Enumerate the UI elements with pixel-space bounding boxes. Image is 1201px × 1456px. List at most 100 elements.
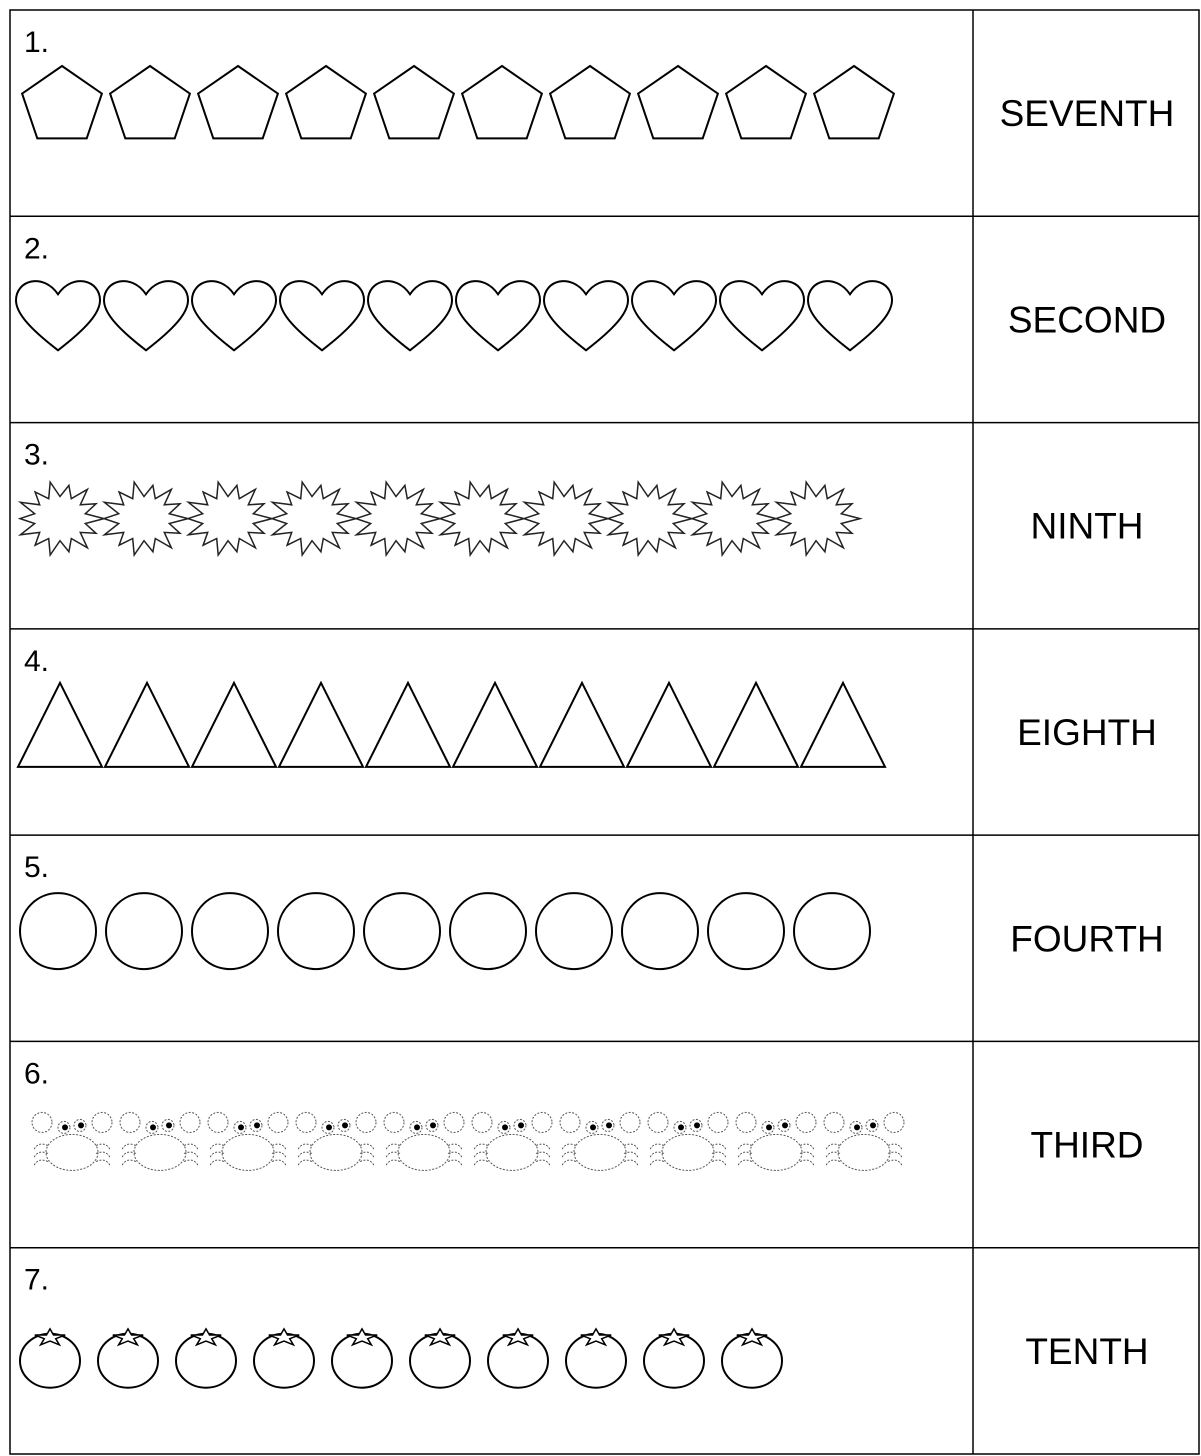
crab-leg: [561, 1151, 577, 1158]
crab-pupil: [166, 1122, 172, 1129]
crab-leg: [271, 1143, 287, 1150]
crab-pupil: [590, 1124, 596, 1131]
crab-claw: [795, 1111, 817, 1133]
crab-body: [397, 1133, 451, 1171]
crab-leg: [561, 1143, 577, 1150]
crab-leg: [297, 1151, 313, 1158]
leaf: [101, 479, 191, 558]
crab-leg: [121, 1143, 137, 1150]
crab-claw: [119, 1111, 141, 1133]
ordinal-word: TENTH: [1025, 1331, 1148, 1372]
leaf: [689, 479, 779, 558]
tomato-leaves: [268, 1327, 300, 1347]
crab-leg: [271, 1159, 287, 1166]
ordinal-word: EIGHTH: [1017, 712, 1157, 753]
crab-leg: [825, 1159, 841, 1166]
crab-eye: [233, 1120, 247, 1134]
circle: [363, 892, 441, 971]
crab-claw: [179, 1111, 201, 1133]
crab-leg: [799, 1159, 815, 1166]
crab-leg: [121, 1159, 137, 1166]
crab-leg: [385, 1151, 401, 1158]
crab-leg: [183, 1143, 199, 1150]
crab-leg: [121, 1151, 137, 1158]
ordinal-word: SEVENTH: [1000, 93, 1175, 134]
heart: [806, 280, 894, 352]
leaf: [185, 479, 275, 558]
crab-pupil: [342, 1122, 348, 1129]
crab-body: [221, 1133, 275, 1171]
crab-body: [45, 1133, 99, 1171]
crab-claw: [471, 1111, 493, 1133]
crab-eye: [425, 1118, 439, 1132]
circle: [621, 892, 699, 971]
table-border: [9, 9, 1200, 1455]
crab-leg: [33, 1159, 49, 1166]
triangle: [364, 680, 452, 768]
triangle: [16, 680, 104, 768]
pentagon: [636, 64, 720, 140]
crab-body: [485, 1133, 539, 1171]
tomato-leaves: [34, 1327, 66, 1347]
crab-leg: [271, 1151, 287, 1158]
crab-leg: [447, 1143, 463, 1150]
circle: [191, 892, 269, 971]
heart: [14, 280, 102, 352]
item-number: 6.: [24, 1057, 49, 1090]
crab-claw: [267, 1111, 289, 1133]
crab-pupil: [502, 1124, 508, 1131]
shape-row: [16, 680, 887, 768]
crab-pupil: [870, 1122, 876, 1129]
crab-pupil: [238, 1124, 244, 1131]
crab-claw: [91, 1111, 113, 1133]
tomato-leaves: [424, 1327, 456, 1347]
crab-eye: [601, 1118, 615, 1132]
shape-row: [17, 479, 863, 558]
crab-eye: [689, 1118, 703, 1132]
ordinal-word: SECOND: [1008, 299, 1166, 340]
crab-leg: [473, 1143, 489, 1150]
crab-eye: [145, 1120, 159, 1134]
triangle: [103, 680, 191, 768]
leaf: [605, 479, 695, 558]
crab-leg: [209, 1151, 225, 1158]
heart: [190, 280, 278, 352]
shape-row: [19, 1327, 783, 1389]
crab-leg: [297, 1143, 313, 1150]
crab-leg: [623, 1143, 639, 1150]
tomato: [565, 1332, 627, 1389]
crab-eye: [849, 1120, 863, 1134]
crab-leg: [447, 1159, 463, 1166]
crab-eye: [73, 1118, 87, 1132]
crab-pupil: [254, 1122, 260, 1129]
crab-leg: [649, 1151, 665, 1158]
shape-row: [14, 280, 894, 352]
shape-row: [31, 1111, 905, 1171]
circle: [277, 892, 355, 971]
crab-leg: [887, 1143, 903, 1150]
crab-leg: [623, 1151, 639, 1158]
item-number: 2.: [24, 232, 49, 265]
triangle: [538, 680, 626, 768]
crab-leg: [887, 1159, 903, 1166]
crab-pupil: [606, 1122, 612, 1129]
crab-claw: [735, 1111, 757, 1133]
crab-claw: [707, 1111, 729, 1133]
tomato-leaves: [736, 1327, 768, 1347]
crab-leg: [737, 1143, 753, 1150]
crab-pupil: [782, 1122, 788, 1129]
crab-claw: [883, 1111, 905, 1133]
pentagon: [20, 64, 104, 140]
crab-pupil: [854, 1124, 860, 1131]
crab-claw: [207, 1111, 229, 1133]
shape-row: [20, 64, 896, 140]
ordinal-word: NINTH: [1030, 506, 1143, 547]
crab-leg: [711, 1159, 727, 1166]
crab-eye: [513, 1118, 527, 1132]
crab-leg: [183, 1151, 199, 1158]
crab-claw: [531, 1111, 553, 1133]
heart: [542, 280, 630, 352]
crab-body: [573, 1133, 627, 1171]
crab-eye: [585, 1120, 599, 1134]
crab-leg: [209, 1159, 225, 1166]
